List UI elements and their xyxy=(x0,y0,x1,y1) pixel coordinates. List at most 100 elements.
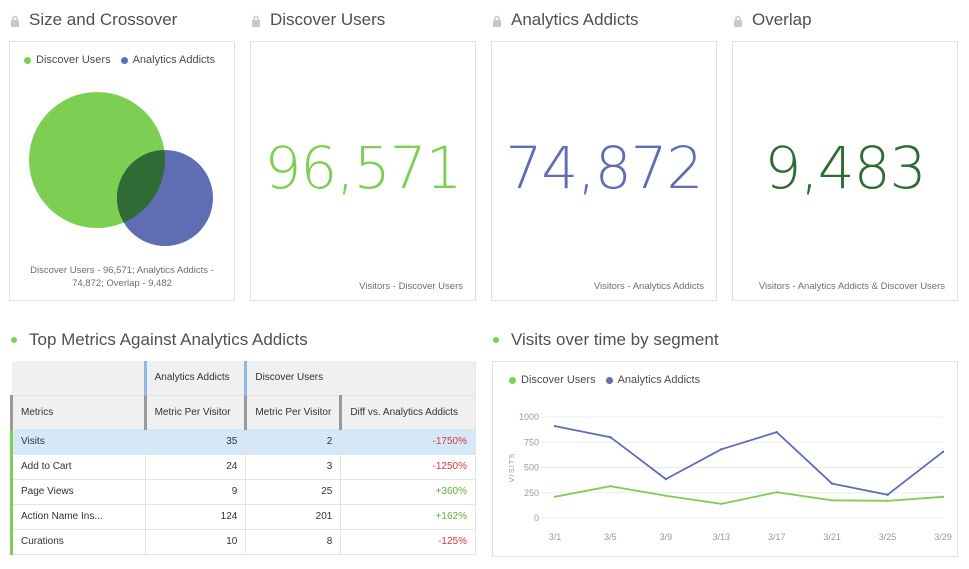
row-value-addicts: 35 xyxy=(145,429,247,455)
data-point[interactable] xyxy=(941,450,945,454)
column-header-metrics[interactable]: Metrics xyxy=(10,395,146,430)
data-point[interactable] xyxy=(941,495,945,498)
lock-icon xyxy=(492,14,502,27)
y-tick-label: 500 xyxy=(524,463,539,473)
legend-dot xyxy=(24,56,31,64)
row-value-discover: 2 xyxy=(245,429,342,455)
panel-dot-icon xyxy=(493,337,499,343)
row-value-discover: 25 xyxy=(245,479,342,505)
legend-item-addicts[interactable]: Analytics Addicts xyxy=(605,374,701,386)
legend-dot xyxy=(605,376,613,384)
panel-dot-icon xyxy=(11,337,17,343)
addicts-panel-title: Analytics Addicts xyxy=(511,10,639,29)
data-point[interactable] xyxy=(664,477,668,481)
row-value-addicts: 24 xyxy=(145,454,247,480)
lock-icon xyxy=(251,14,261,27)
data-point[interactable] xyxy=(553,495,557,498)
row-metric: Add to Cart xyxy=(10,454,146,480)
lock-icon xyxy=(733,14,743,27)
table-row[interactable]: Curations 10 8 -125% xyxy=(10,529,476,555)
row-metric: Page Views xyxy=(10,479,146,505)
column-header-mpv-discover[interactable]: Metric Per Visitor xyxy=(244,395,342,430)
segment-header-discover[interactable]: Discover Users xyxy=(244,361,476,396)
metrics-panel-title: Top Metrics Against Analytics Addicts xyxy=(29,330,308,349)
data-point[interactable] xyxy=(775,430,778,434)
data-point[interactable] xyxy=(609,484,612,488)
addicts-card[interactable]: 74,872 Visitors - Analytics Addicts xyxy=(491,41,717,301)
data-point[interactable] xyxy=(830,482,834,485)
row-value-discover: 201 xyxy=(245,504,342,530)
lock-icon xyxy=(10,14,20,27)
data-point[interactable] xyxy=(553,424,557,428)
row-value-addicts: 10 xyxy=(145,529,247,555)
visits-legend: Discover Users Analytics Addicts xyxy=(509,374,710,386)
visits-panel-header: Visits over time by segment xyxy=(493,328,719,352)
overlap-panel-header: Overlap xyxy=(733,8,812,32)
x-tick-label: 3/29 xyxy=(934,532,952,542)
data-point[interactable] xyxy=(609,436,612,439)
legend-item-discover[interactable]: Discover Users xyxy=(509,374,596,386)
addicts-value: 74,872 xyxy=(505,134,704,202)
data-point[interactable] xyxy=(886,499,889,503)
row-value-discover: 3 xyxy=(245,454,342,480)
y-tick-label: 0 xyxy=(534,513,539,523)
table-row[interactable]: Page Views 9 25 +360% xyxy=(10,479,476,505)
addicts-footer: Visitors - Analytics Addicts xyxy=(593,281,704,292)
metrics-panel-header: Top Metrics Against Analytics Addicts xyxy=(11,328,308,352)
row-diff: -1250% xyxy=(340,454,476,480)
table-row[interactable]: Add to Cart 24 3 -1250% xyxy=(10,454,476,480)
legend-label: Discover Users xyxy=(36,54,111,66)
segment-header-addicts[interactable]: Analytics Addicts xyxy=(143,361,247,396)
row-diff: -125% xyxy=(340,529,476,555)
venn-diagram[interactable] xyxy=(10,82,236,252)
segment-header-row: Analytics Addicts Discover Users xyxy=(11,361,476,396)
column-header-diff[interactable]: Diff vs. Analytics Addicts xyxy=(339,395,476,430)
row-diff: +360% xyxy=(340,479,476,505)
series-line-addicts[interactable] xyxy=(554,425,944,496)
segment-header-empty xyxy=(11,361,146,396)
legend-item-addicts[interactable]: Analytics Addicts xyxy=(120,54,215,66)
row-value-addicts: 9 xyxy=(145,479,247,505)
venn-footer: Discover Users - 96,571; Analytics Addic… xyxy=(30,265,214,289)
legend-label: Analytics Addicts xyxy=(617,374,701,386)
discover-card[interactable]: 96,571 Visitors - Discover Users xyxy=(250,41,476,301)
discover-panel-title: Discover Users xyxy=(270,10,386,29)
legend-item-discover[interactable]: Discover Users xyxy=(24,54,111,66)
data-point[interactable] xyxy=(886,493,889,496)
data-point[interactable] xyxy=(720,448,723,451)
column-header-row: Metrics Metric Per Visitor Metric Per Vi… xyxy=(10,395,476,430)
x-tick-label: 3/1 xyxy=(549,532,562,542)
y-tick-label: 750 xyxy=(524,437,539,447)
table-row[interactable]: Visits 35 2 -1750% xyxy=(10,429,476,455)
data-point[interactable] xyxy=(664,494,668,497)
legend-dot xyxy=(509,376,516,384)
table-row[interactable]: Action Name Ins... 124 201 +162% xyxy=(10,504,476,530)
x-tick-label: 3/5 xyxy=(604,532,617,542)
data-point[interactable] xyxy=(720,502,723,506)
row-metric: Visits xyxy=(10,429,146,455)
visits-chart-card[interactable]: Discover Users Analytics Addicts 0 250 500… xyxy=(492,361,958,557)
x-tick-label: 3/25 xyxy=(879,532,897,542)
discover-value: 96,571 xyxy=(264,134,463,202)
visits-line-chart[interactable]: 0 250 500 750 1000 3/1 3/5 3/9 3/13 3/17 3/21 3/25 3… xyxy=(493,362,959,558)
series-line-discover[interactable] xyxy=(554,485,944,505)
x-tick-label: 3/9 xyxy=(660,532,673,542)
data-point[interactable] xyxy=(830,499,834,502)
discover-footer: Visitors - Discover Users xyxy=(359,281,463,292)
row-diff: -1750% xyxy=(340,429,476,455)
row-metric: Curations xyxy=(10,529,146,555)
y-axis-label: VISITS xyxy=(507,453,516,483)
overlap-card[interactable]: 9,483 Visitors - Analytics Addicts & Dis… xyxy=(732,41,958,301)
y-tick-label: 1000 xyxy=(519,412,539,422)
data-point[interactable] xyxy=(775,491,778,494)
row-metric: Action Name Ins... xyxy=(10,504,146,530)
size-panel-header: Size and Crossover xyxy=(10,8,177,32)
venn-card[interactable]: Discover Users Analytics Addicts Discove… xyxy=(9,41,235,301)
x-tick-label: 3/13 xyxy=(713,532,731,542)
overlap-footer: Visitors - Analytics Addicts & Discover … xyxy=(758,281,945,292)
overlap-value: 9,483 xyxy=(764,134,926,202)
x-tick-label: 3/21 xyxy=(823,532,841,542)
column-header-mpv-addicts[interactable]: Metric Per Visitor xyxy=(143,395,247,430)
legend-label: Discover Users xyxy=(521,374,596,386)
visits-panel-title: Visits over time by segment xyxy=(511,330,719,349)
